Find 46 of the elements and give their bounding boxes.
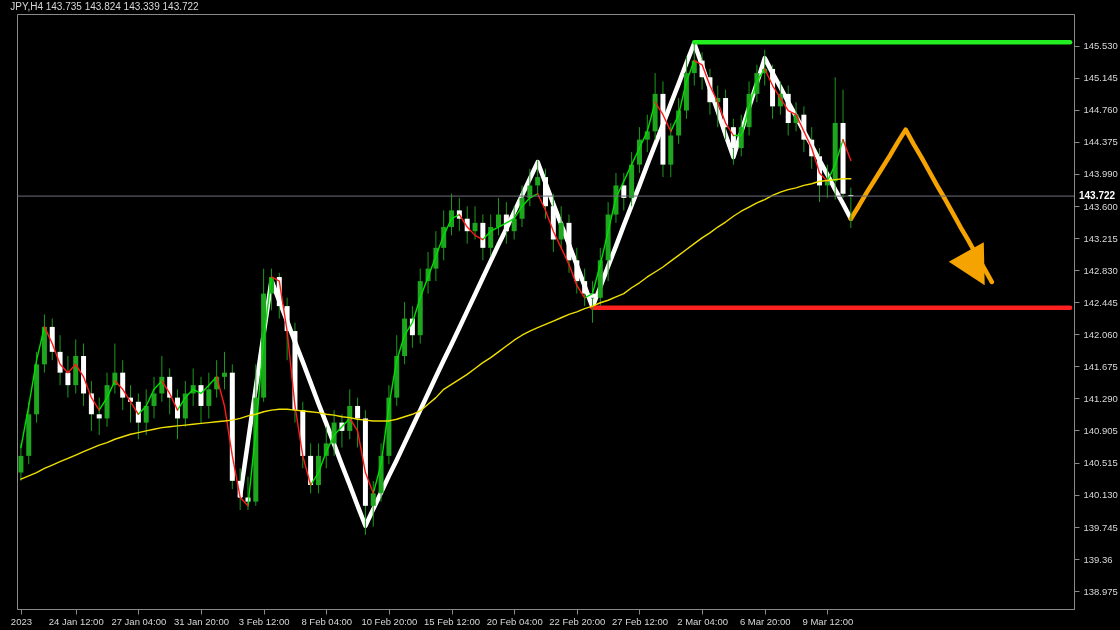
x-tick-label: 27 Feb 12:00 [611,615,668,627]
x-tick-label: 24 Jan 12:00 [48,615,104,627]
x-tick-label: 20 Feb 04:00 [486,615,543,627]
y-tick-label: 143.215 [1083,232,1118,244]
x-tick-label: 3 Feb 12:00 [238,615,290,627]
x-tick-label: 8 Feb 04:00 [301,615,353,627]
x-tick-label: 31 Jan 20:00 [174,615,229,627]
y-tick-label: 143.600 [1083,200,1118,212]
line-series [20,178,852,480]
candlestick [206,372,212,419]
y-tick-label: 142.445 [1083,296,1118,308]
y-tick-label: 140.130 [1083,489,1118,501]
y-tick-label: 139.745 [1083,521,1118,533]
y-tick-label: 144.375 [1083,136,1118,148]
y-tick-label: 140.515 [1083,457,1118,469]
x-tick-label: 15 Feb 12:00 [424,615,481,627]
x-tick-label: 2 Mar 04:00 [677,615,728,627]
y-tick-label: 141.675 [1083,360,1118,372]
y-tick-label: 139.36 [1083,553,1113,565]
x-tick-label: 22 Feb 20:00 [549,615,606,627]
candlestick [151,376,157,419]
candlestick [535,159,541,195]
x-tick-label: 10 Feb 20:00 [361,615,418,627]
candlestick [370,480,376,528]
candlestick [18,442,24,482]
y-tick-label: 145.530 [1083,40,1118,52]
x-tick-label: 9 Mar 12:00 [802,615,854,627]
x-tick-label: 6 Mar 20:00 [739,615,791,627]
y-tick-label: 142.060 [1083,328,1118,340]
ref-line-label: 143.722 [1079,190,1116,202]
y-tick-label: 142.830 [1083,264,1118,276]
y-tick-label: 144.760 [1083,104,1118,116]
y-tick-label: 145.145 [1083,72,1118,84]
y-tick-label: 138.975 [1083,585,1118,597]
y-tick-label: 140.905 [1083,425,1118,436]
candlestick [143,388,149,436]
y-tick-label: 143.990 [1083,168,1118,180]
candlestick [472,205,478,241]
line-series [848,127,995,285]
candlestick [96,397,102,436]
candlestick [198,376,204,424]
x-tick-label: 2023 [10,615,32,627]
x-tick-label: 27 Jan 04:00 [111,615,167,627]
candlestick [135,392,141,440]
y-tick-label: 141.290 [1083,392,1118,404]
chart-title: JPY,H4 143.735 143.824 143.339 143.722 [10,1,200,12]
